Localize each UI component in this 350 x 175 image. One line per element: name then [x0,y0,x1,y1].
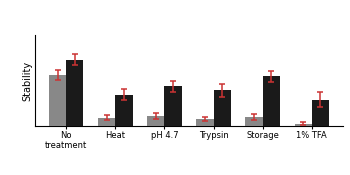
Bar [312,100,329,126]
Bar [66,60,83,126]
Bar [147,116,164,126]
Bar [115,94,133,126]
Y-axis label: Stability: Stability [22,60,32,101]
Bar [214,90,231,126]
Bar [164,86,182,126]
Bar [263,76,280,126]
Bar [49,75,66,126]
Bar [196,119,214,126]
Bar [245,117,263,126]
Bar [295,124,312,126]
Bar [98,118,115,126]
